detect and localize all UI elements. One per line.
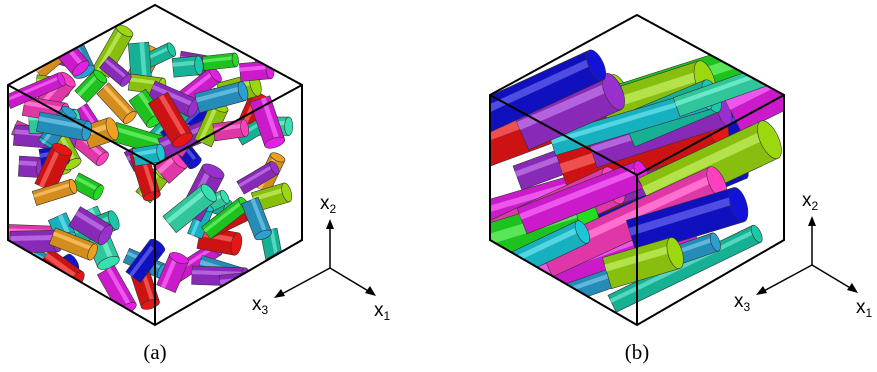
panel-b <box>489 13 785 327</box>
fiber-cluster-long <box>490 26 784 313</box>
fiber-a67 <box>202 52 239 71</box>
fiber-a89 <box>74 69 108 103</box>
caption-b: (b) <box>624 340 650 364</box>
axis-label-x3-b: x3 <box>734 291 751 314</box>
fiber-cluster-short <box>8 14 294 315</box>
fiber-a94 <box>162 183 217 234</box>
fiber-a91 <box>31 178 78 206</box>
fiber-a78 <box>70 172 104 201</box>
cube-inner-edges <box>489 94 785 325</box>
fiber-a77 <box>8 72 66 109</box>
fiber-a86 <box>147 91 194 148</box>
fiber-a75 <box>68 206 113 246</box>
fiber-a71 <box>241 196 272 241</box>
fiber-b33 <box>602 237 684 289</box>
fiber-a53 <box>147 80 200 118</box>
cube-outline <box>489 13 785 327</box>
caption-a: (a) <box>143 340 167 364</box>
fiber-a41 <box>96 82 137 124</box>
rve-cube-frame-b <box>489 13 785 327</box>
fiber-a57 <box>156 252 189 294</box>
fiber-a88 <box>131 143 166 167</box>
fiber-a39 <box>239 60 275 82</box>
fiber-a72 <box>48 227 98 261</box>
axis-label-x2-b: x2 <box>802 190 819 213</box>
fiber-a93 <box>236 161 280 195</box>
axis-label-x1-b: x1 <box>856 297 873 320</box>
axis-label-x1-a: x1 <box>374 300 391 323</box>
fiber-a90 <box>99 55 132 87</box>
fiber-a74 <box>12 274 50 305</box>
axis-triad-b <box>756 216 858 295</box>
rve-cube-frame-a <box>7 3 303 327</box>
fiber-a84 <box>247 29 290 63</box>
cube-inner-edges <box>7 84 303 325</box>
axis-triad-a <box>274 219 376 298</box>
panel-a <box>7 3 303 327</box>
axis-label-x3-a: x3 <box>252 294 269 317</box>
fiber-b28 <box>490 49 607 158</box>
fiber-a85 <box>194 81 249 114</box>
fiber-a81 <box>36 111 92 141</box>
fiber-a83 <box>212 119 249 142</box>
fiber-a22 <box>171 55 204 78</box>
cube-outline <box>7 3 303 327</box>
axis-label-x2-a: x2 <box>320 193 337 216</box>
fiber-a82 <box>254 251 292 286</box>
fiber-b31 <box>625 187 749 255</box>
